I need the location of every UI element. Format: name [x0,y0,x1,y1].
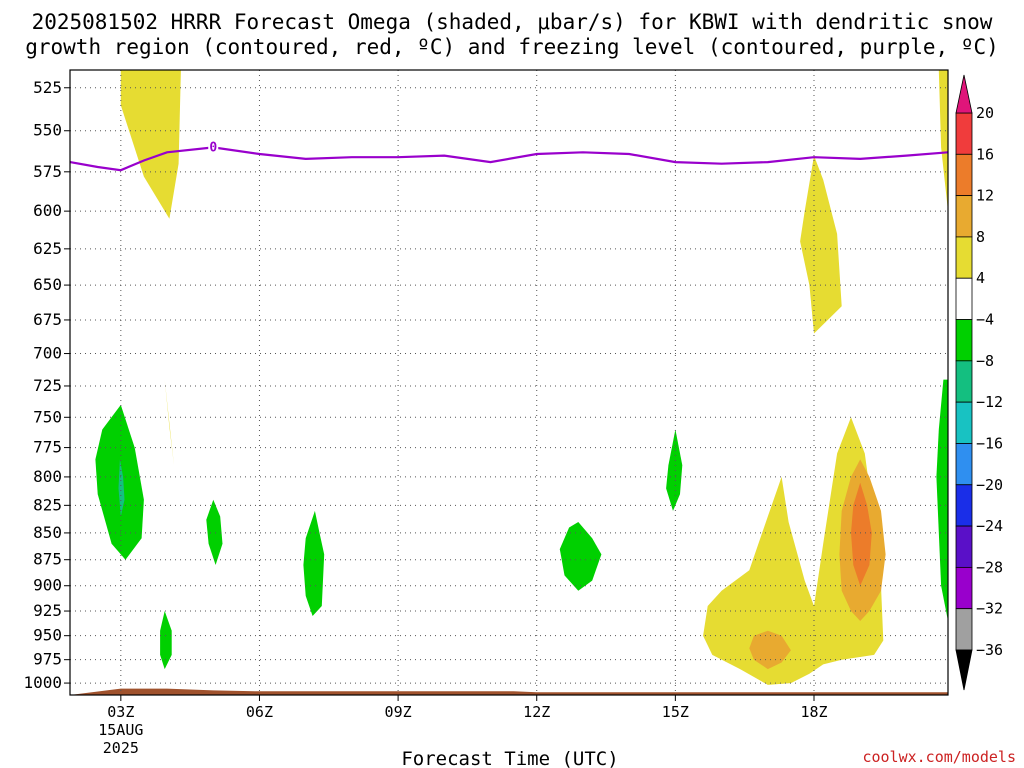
colorbar-label-20: 20 [976,104,994,122]
chart-title-line2: growth region (contoured, red, ºC) and f… [25,35,999,59]
y-tick-label-625: 625 [33,239,62,258]
plot-frame [69,69,949,696]
colorbar-label--32: −32 [976,600,1003,618]
colorbar-box-12 [955,608,973,651]
colorbar-label--8: −8 [976,352,994,370]
omega-shading [95,70,948,685]
terrain-fill [70,688,948,695]
colorbar-label-16: 16 [976,145,994,163]
y-tick-label-825: 825 [33,495,62,514]
colorbar: 20 16 12 8 4 −4 −8 −12 −16 −20 −24 −28 −32 −36 [955,74,1003,691]
x-axis-label: Forecast Time (UTC) [401,748,618,768]
colorbar-extend-high [955,74,973,114]
omega-region-3 [938,70,948,212]
colorbar-box-2 [955,195,973,238]
x-tick-label-18Z: 18Z [800,703,827,721]
axes: 525 550 575 600 625 650 675 700 725 750 775 800 825 8… [23,69,949,757]
y-tick-label-875: 875 [33,550,62,569]
y-tick-label-550: 550 [33,121,62,140]
terrain-polygon [70,688,948,695]
y-tick-label-950: 950 [33,626,62,645]
credit-text: coolwx.com/models [862,748,1016,766]
colorbar-label-12: 12 [976,187,994,205]
omega-region-7 [851,482,872,586]
omega-region-2 [800,155,842,334]
colorbar-box-0 [955,112,973,155]
y-tick-label-650: 650 [33,275,62,294]
colorbar-box-3 [955,236,973,279]
x-tick-label-12Z: 12Z [523,703,550,721]
colorbar-label-4: 4 [976,269,985,287]
colorbar-label--20: −20 [976,476,1003,494]
grid-lines [70,70,948,695]
freezing-level-contour: 0 [69,139,949,172]
y-tick-label-750: 750 [33,407,62,426]
colorbar-label--28: −28 [976,558,1003,576]
x-tick-label-03Z: 03Z [107,703,134,721]
colorbar-box-7 [955,401,973,444]
y-tick-label-600: 600 [33,201,62,220]
y-tick-label-925: 925 [33,601,62,620]
y-tick-label-1000: 1000 [23,673,62,692]
y-tick-label-900: 900 [33,576,62,595]
x-tick-sublabel-date: 15AUG [98,721,143,739]
y-tick-label-775: 775 [33,438,62,457]
colorbar-label--36: −36 [976,641,1003,659]
colorbar-label--4: −4 [976,311,994,329]
omega-region-13 [559,522,602,591]
colorbar-box-8 [955,443,973,486]
omega-region-12 [160,611,172,670]
x-tick-label-09Z: 09Z [385,703,412,721]
y-tick-label-725: 725 [33,376,62,395]
y-tick-label-850: 850 [33,523,62,542]
y-tick-label-525: 525 [33,78,62,97]
colorbar-label--12: −12 [976,393,1003,411]
x-tick-label-06Z: 06Z [246,703,273,721]
freezing-level-label: 0 [209,140,217,155]
x-tick-sublabel-year: 2025 [103,739,139,757]
y-tick-label-800: 800 [33,467,62,486]
colorbar-box-11 [955,566,973,610]
y-tick-label-975: 975 [33,650,62,669]
chart-title-line1: 2025081502 HRRR Forecast Omega (shaded, … [32,10,993,34]
colorbar-box-10 [955,525,973,568]
omega-region-15 [936,379,948,621]
y-tick-label-575: 575 [33,162,62,181]
colorbar-box-9 [955,484,973,527]
freezing-label-bg [208,139,219,154]
omega-region-0 [120,70,181,219]
omega-region-10 [206,499,223,565]
colorbar-extend-low [955,649,973,691]
x-tick-label-15Z: 15Z [662,703,689,721]
colorbar-label--16: −16 [976,434,1003,452]
colorbar-label--24: −24 [976,517,1003,535]
omega-region-9 [118,459,125,517]
colorbar-box-1 [955,153,973,197]
omega-region-4 [703,417,884,685]
colorbar-box-5 [955,319,973,362]
y-tick-label-675: 675 [33,310,62,329]
omega-region-14 [666,429,683,511]
freezing-level-line [69,146,949,172]
colorbar-label-8: 8 [976,228,985,246]
omega-region-11 [303,510,325,616]
colorbar-box-4 [955,277,973,320]
y-tick-label-700: 700 [33,344,62,363]
colorbar-box-6 [955,360,973,403]
